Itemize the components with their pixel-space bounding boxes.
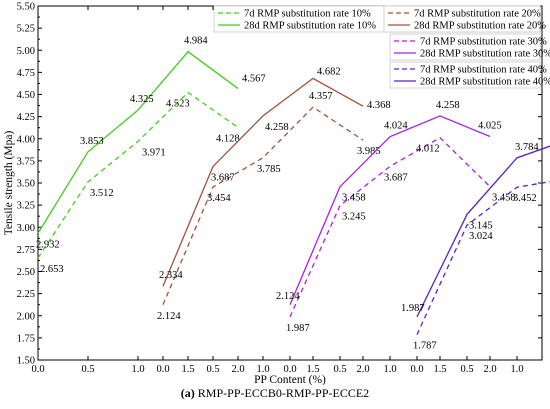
data-label: 4.258 <box>436 100 460 111</box>
x-tick-label: 1.0 <box>256 364 269 375</box>
data-label: 3.145 <box>469 220 493 231</box>
data-label: 3.784 <box>515 142 539 153</box>
data-label: 4.325 <box>130 94 154 105</box>
data-label: 4.523 <box>166 98 190 109</box>
series-line-7d <box>289 136 491 318</box>
data-label: 3.971 <box>142 147 166 158</box>
data-label: 4.258 <box>265 122 289 133</box>
y-tick-label: 4.50 <box>17 90 35 101</box>
y-tick-label: 3.75 <box>17 156 35 167</box>
y-tick-label: 2.00 <box>17 311 35 322</box>
y-tick-label: 3.50 <box>17 179 35 190</box>
series-line-28d <box>416 145 550 318</box>
data-label: 4.984 <box>184 36 208 47</box>
data-label: 2.124 <box>157 311 181 322</box>
x-tick-label: 1.0 <box>510 364 523 375</box>
x-tick-label: 0.5 <box>460 364 473 375</box>
x-tick-label: 2.0 <box>356 364 369 375</box>
series-line-7d <box>416 181 550 335</box>
data-label: 3.512 <box>90 188 114 199</box>
data-label: 3.785 <box>257 164 281 175</box>
x-tick-label: 0.5 <box>81 364 94 375</box>
data-label: 3.687 <box>384 172 408 183</box>
data-label: 3.458 <box>342 193 366 204</box>
data-label: 3.687 <box>211 172 235 183</box>
y-tick-label: 3.00 <box>17 223 35 234</box>
figure-caption: (a) RMP-PP-ECCB0-RMP-PP-ECCE2 <box>0 386 550 401</box>
series-line-28d <box>289 115 491 306</box>
data-label: 3.245 <box>342 212 366 223</box>
data-label: 4.368 <box>367 100 391 111</box>
y-tick-label: 5.25 <box>17 24 35 35</box>
data-label: 4.024 <box>384 121 408 132</box>
data-label: 1.987 <box>286 323 310 334</box>
legend-box <box>383 5 541 33</box>
x-tick-label: 0.5 <box>206 364 219 375</box>
y-tick-label: 5.00 <box>17 46 35 57</box>
legend-entry: 28d RMP substitution rate 40% <box>420 77 550 88</box>
data-label: 3.853 <box>80 136 104 147</box>
x-tick-label: 0.0 <box>410 364 423 375</box>
data-label: 4.025 <box>478 121 502 132</box>
data-label: 3.024 <box>469 231 493 242</box>
data-label: 3.454 <box>207 193 231 204</box>
legend-entry: 7d RMP substitution rate 40% <box>420 65 547 76</box>
legend-entry: 28d RMP substitution rate 20% <box>414 21 546 32</box>
legend-entry: 28d RMP substitution rate 30% <box>420 49 550 60</box>
data-label: 1.987 <box>401 303 425 314</box>
data-label: 3.985 <box>357 146 381 157</box>
y-axis-label: Tensile strength (Mpa) <box>3 131 15 236</box>
legend-entry: 7d RMP substitution rate 20% <box>414 9 541 20</box>
x-tick-label: 0.0 <box>156 364 169 375</box>
y-tick-label: 3.25 <box>17 201 35 212</box>
x-tick-label: 1.5 <box>433 364 446 375</box>
y-tick-label: 2.25 <box>17 289 35 300</box>
series-line-7d <box>162 106 364 306</box>
caption-label: (a) <box>180 386 195 400</box>
y-tick-label: 2.75 <box>17 245 35 256</box>
data-label: 4.357 <box>309 91 333 102</box>
y-tick-label: 4.75 <box>17 68 35 79</box>
tensile-strength-chart: 1.50 1.75 2.00 2.25 2.50 2.75 3.00 3.25 3.50 3.75… <box>3 2 550 385</box>
y-tick-label: 1.75 <box>17 333 35 344</box>
series-line-7d <box>37 91 239 259</box>
y-tick-label: 5.50 <box>17 2 35 13</box>
legend-entry: 7d RMP substitution rate 30% <box>420 37 547 48</box>
data-label: 4.682 <box>317 66 341 77</box>
y-tick-label: 4.00 <box>17 134 35 145</box>
series-line-28d <box>162 77 364 287</box>
data-label: 2.124 <box>276 291 300 302</box>
legend-entry: 7d RMP substitution rate 10% <box>244 9 371 20</box>
data-label: 3.452 <box>513 193 537 204</box>
x-tick-label: 0.5 <box>333 364 346 375</box>
x-tick-label: 0.0 <box>283 364 296 375</box>
x-tick-label: 2.0 <box>231 364 244 375</box>
data-label: 4.567 <box>242 74 266 85</box>
y-tick-label: 1.50 <box>17 356 35 367</box>
legend-entry: 28d RMP substitution rate 10% <box>244 21 376 32</box>
data-label: 2.653 <box>40 264 64 275</box>
data-label: 1.787 <box>413 341 437 352</box>
data-label: 3.458 <box>492 193 516 204</box>
y-tick-label: 2.50 <box>17 267 35 278</box>
x-tick-label: 1.0 <box>383 364 396 375</box>
x-tick-label: 1.5 <box>181 364 194 375</box>
caption-text: RMP-PP-ECCB0-RMP-PP-ECCE2 <box>194 386 370 400</box>
legend-box <box>389 33 541 61</box>
data-label: 2.932 <box>36 239 60 250</box>
x-tick-label: 2.0 <box>483 364 496 375</box>
data-label: 4.012 <box>416 144 440 155</box>
series-line-28d <box>37 50 239 234</box>
x-tick-label: 1.0 <box>131 364 144 375</box>
x-tick-label: 0.0 <box>31 364 44 375</box>
x-axis-label: PP Content (%) <box>254 374 326 385</box>
data-label: 4.128 <box>216 133 240 144</box>
x-tick-label: 1.5 <box>306 364 319 375</box>
y-tick-label: 4.25 <box>17 112 35 123</box>
legend-box <box>389 61 541 89</box>
data-label: 2.334 <box>159 270 183 281</box>
